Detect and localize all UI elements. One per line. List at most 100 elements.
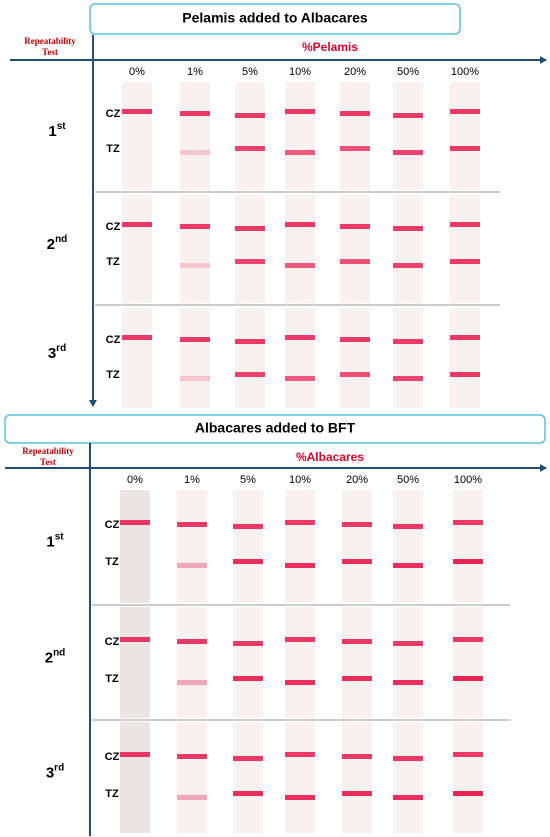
row-suffix: rd [56, 343, 66, 354]
column-header: 50% [397, 474, 419, 486]
control-band [450, 335, 480, 340]
row-suffix: nd [55, 234, 67, 245]
test-strip [235, 308, 265, 408]
control-band [122, 109, 152, 114]
control-band [285, 637, 315, 642]
cz-label: CZ [105, 751, 120, 763]
test-strip [233, 722, 263, 833]
control-band [340, 111, 370, 116]
control-band [180, 111, 210, 116]
test-band [235, 146, 265, 151]
row-label: 3rd [46, 762, 64, 781]
row-suffix: rd [54, 762, 64, 773]
row-label: 1st [46, 531, 64, 550]
test-band [453, 676, 483, 681]
test-strip [285, 722, 315, 833]
test-band [180, 150, 210, 155]
cz-label: CZ [105, 519, 120, 531]
cz-label: CZ [106, 334, 121, 346]
test-strip [285, 490, 315, 603]
test-band [393, 680, 423, 685]
panel-title: Pelamis added to Albacares [182, 10, 368, 26]
test-band [453, 791, 483, 796]
test-band [285, 680, 315, 685]
cz-label: CZ [106, 108, 121, 120]
column-header: 1% [187, 66, 203, 78]
cz-label: CZ [106, 221, 121, 233]
column-header: 10% [289, 66, 311, 78]
test-strip [453, 722, 483, 833]
row-label: 2nd [47, 234, 68, 253]
test-band [450, 372, 480, 377]
control-band [122, 222, 152, 227]
control-band [285, 752, 315, 757]
column-header: 1% [184, 474, 200, 486]
control-band [285, 335, 315, 340]
test-band [285, 795, 315, 800]
control-band [393, 113, 423, 118]
control-band [233, 641, 263, 646]
control-band [177, 522, 207, 527]
row-label: 1st [48, 121, 66, 140]
axis-label: %Albacares [296, 450, 364, 464]
test-strip [340, 195, 370, 303]
control-band [285, 109, 315, 114]
control-band [393, 524, 423, 529]
tz-label: TZ [106, 256, 120, 268]
test-strip [393, 82, 423, 190]
tz-label: TZ [106, 143, 120, 155]
control-band [450, 109, 480, 114]
control-band [342, 522, 372, 527]
corner-label: Test [40, 457, 56, 467]
test-strip [450, 195, 480, 303]
control-band [177, 754, 207, 759]
test-strip [180, 308, 210, 408]
tz-label: TZ [106, 369, 120, 381]
column-header: 5% [242, 66, 258, 78]
test-band [450, 259, 480, 264]
test-strip [393, 308, 423, 408]
control-band [393, 641, 423, 646]
control-band [120, 637, 150, 642]
test-band [450, 146, 480, 151]
test-band [177, 795, 207, 800]
tz-label: TZ [105, 788, 119, 800]
tz-label: TZ [105, 556, 119, 568]
control-band [180, 337, 210, 342]
row-suffix: st [55, 531, 65, 542]
test-strip [122, 82, 152, 190]
test-band [233, 559, 263, 564]
row-label: 2nd [45, 647, 66, 666]
row-suffix: nd [53, 647, 65, 658]
test-band [233, 676, 263, 681]
test-band [285, 563, 315, 568]
test-strip [393, 195, 423, 303]
test-band [342, 676, 372, 681]
test-band [177, 680, 207, 685]
corner-label: Repeatability [24, 36, 76, 46]
test-band [180, 263, 210, 268]
control-band [120, 752, 150, 757]
test-band [393, 795, 423, 800]
test-strip [450, 82, 480, 190]
test-band [285, 376, 315, 381]
control-band [453, 637, 483, 642]
control-band [235, 226, 265, 231]
title-box [89, 3, 461, 35]
control-band [285, 520, 315, 525]
test-strip [235, 82, 265, 190]
column-header: 5% [240, 474, 256, 486]
row-ordinal: 2 [45, 649, 53, 666]
control-band [235, 339, 265, 344]
test-strip [340, 308, 370, 408]
test-band [340, 372, 370, 377]
test-strip [342, 722, 372, 833]
test-band [235, 372, 265, 377]
control-band [340, 337, 370, 342]
test-strip [180, 195, 210, 303]
test-band [285, 150, 315, 155]
test-band [393, 376, 423, 381]
control-band [342, 639, 372, 644]
title-box [4, 414, 546, 444]
test-strip [285, 195, 315, 303]
